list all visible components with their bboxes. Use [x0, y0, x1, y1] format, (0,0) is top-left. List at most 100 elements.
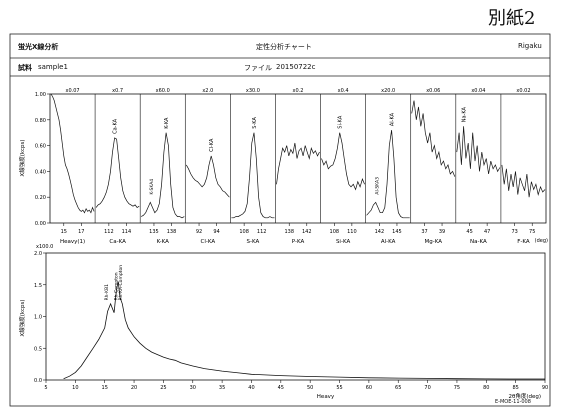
lower-y-tick-label: 0.5 [34, 346, 42, 352]
lower-x-tick-label: 65 [395, 385, 401, 391]
panel-scale-label: x0.4 [338, 88, 349, 94]
panel-scale-label: x0.04 [471, 88, 485, 94]
panel-x-tick-label: 37 [421, 229, 427, 235]
panel-trace [141, 132, 185, 219]
panel-trace [366, 130, 410, 219]
panel-x-tick-label: 15 [61, 229, 67, 235]
lower-x-tick-label: 25 [160, 385, 166, 391]
lower-x-tick-label: 35 [219, 385, 225, 391]
panel-x-tick-label: 94 [213, 229, 219, 235]
panel-heavy-1-: x0.07 Heavy(1) 15 17 [50, 88, 95, 245]
panel-element-label: S-KA [247, 239, 260, 245]
upper-y-tick-label: 0.60 [35, 144, 46, 150]
panel-x-tick-label: 145 [392, 229, 402, 235]
lower-x-tick-label: 85 [512, 385, 518, 391]
panel-ca-ka: x0.7 Ca-KA 112 114 Ca-KA [94, 88, 140, 245]
panel-scale-label: x0.06 [426, 88, 440, 94]
panel-x-tick-label: 142 [375, 229, 385, 235]
panel-x-tick-label: 73 [511, 229, 517, 235]
upper-y-tick-label: 1.00 [35, 92, 46, 98]
panel-scale-label: x30.0 [246, 88, 260, 94]
panel-k-ka: x60.0 K-KA 135 138 K-KA K-SKA4 [139, 88, 185, 245]
panel-element-label: Mg-KA [425, 239, 443, 245]
lower-peak-annotation: Rh-KB1 [104, 284, 110, 301]
lower-y-tick-label: 1.5 [34, 283, 42, 289]
chart-title: 定性分析チャート [256, 43, 312, 51]
lower-x-tick-label: 45 [278, 385, 284, 391]
lower-x-tick-label: 40 [248, 385, 254, 391]
panel-x-tick-label: 142 [302, 229, 312, 235]
sample-label: 試料 [18, 64, 32, 72]
lower-peak-annotation: Rh-KA-Compton [118, 265, 124, 301]
upper-y-tick-label: 0.00 [35, 221, 46, 227]
panel-peak-label: Na-KA [462, 106, 468, 122]
panel-x-tick-label: 39 [439, 229, 445, 235]
panel-cl-ka: x2.0 Cl-KA 92 94 Cl-KA [184, 88, 230, 245]
panel-element-label: Cl-KA [200, 239, 215, 245]
lower-scale-label: x100.0 [36, 244, 53, 250]
panel-x-tick-label: 110 [347, 229, 357, 235]
panel-x-tick-label: 135 [149, 229, 159, 235]
lower-x-tick-label: 60 [366, 385, 372, 391]
lower-peak-annotation: Rh-Compton [113, 272, 119, 300]
panel-element-label: P-KA [292, 239, 305, 245]
lower-x-tick-label: 5 [44, 385, 47, 391]
panel-x-tick-label: 114 [122, 229, 132, 235]
panel-trace [456, 126, 501, 175]
panel-element-label: Na-KA [470, 239, 487, 245]
file-name: 20150722c [276, 63, 316, 71]
lower-y-tick-label: 2.0 [34, 251, 42, 257]
lower-x-tick-label: 20 [131, 385, 137, 391]
panel-trace [411, 100, 456, 177]
lower-x-tick-label: 10 [72, 385, 78, 391]
panel-si-ka: x0.4 Si-KA 108 110 Si-KA [320, 88, 365, 245]
panel-trace [95, 137, 140, 208]
upper-y-axis-label: X線強度(kcps) [18, 139, 26, 176]
panel-x-tick-label: 45 [466, 229, 472, 235]
panel-s-ka: x30.0 S-KA 108 112 S-KA [230, 88, 275, 245]
panel-x-tick-label: 92 [196, 229, 202, 235]
panel-mg-ka: x0.06 Mg-KA 37 39 [410, 88, 456, 245]
panel-p-ka: x0.2 P-KA 138 142 [275, 88, 320, 245]
panel-al-ka: x20.0 Al-KA 142 145 Al-KA Al-SKA3 [365, 88, 410, 245]
upper-y-tick-label: 0.20 [35, 195, 46, 201]
panel-trace [321, 132, 365, 191]
panel-peak-label: S-KA [252, 117, 258, 129]
panel-scale-label: x0.2 [293, 88, 304, 94]
panel-x-tick-label: 108 [330, 229, 340, 235]
lower-x-tick-label: 50 [307, 385, 313, 391]
panel-peak-label: Cl-KA [209, 138, 215, 152]
lower-x-tick-label: 30 [190, 385, 196, 391]
panel-trace [501, 164, 546, 198]
panel-x-tick-label: 75 [529, 229, 535, 235]
lower-x-tick-label: 80 [483, 385, 489, 391]
lower-x-unit: 2θ角度(deg) [508, 392, 541, 400]
panel-x-tick-label: 138 [284, 229, 294, 235]
footer-note: E-MOE-11-008 [495, 399, 531, 405]
panel-x-tick-label: 112 [257, 229, 267, 235]
panel-x-tick-label: 112 [104, 229, 114, 235]
panel-peak-label: Si-KA [338, 115, 344, 129]
panel-element-label: Si-KA [336, 239, 351, 245]
upper-y-tick-label: 0.80 [35, 118, 46, 124]
panel-peak-label: Al-KA [390, 112, 396, 126]
sheet-frame [9, 33, 551, 407]
panel-scale-label: x2.0 [202, 88, 213, 94]
panel-peak-label: Ca-KA [113, 118, 119, 134]
lower-x-tick-label: 75 [454, 385, 460, 391]
outer-border [9, 33, 551, 407]
panel-element-label: Ca-KA [109, 239, 126, 245]
panel-scale-label: x0.07 [65, 88, 79, 94]
upper-y-tick-label: 0.40 [35, 169, 46, 175]
panel-scale-label: x60.0 [156, 88, 170, 94]
panel-secondary-peak-label: Al-SKA3 [374, 177, 380, 195]
lower-y-tick-label: 1.0 [34, 315, 42, 321]
panel-element-label: Al-KA [381, 239, 396, 245]
sample-name: sample1 [38, 63, 68, 71]
panel-scale-label: x0.02 [516, 88, 530, 94]
panel-x-tick-label: 47 [484, 229, 490, 235]
lower-y-tick-label: 0.0 [34, 378, 42, 384]
lower-x-tick-label: 70 [424, 385, 430, 391]
upper-plot-frame [49, 93, 547, 224]
